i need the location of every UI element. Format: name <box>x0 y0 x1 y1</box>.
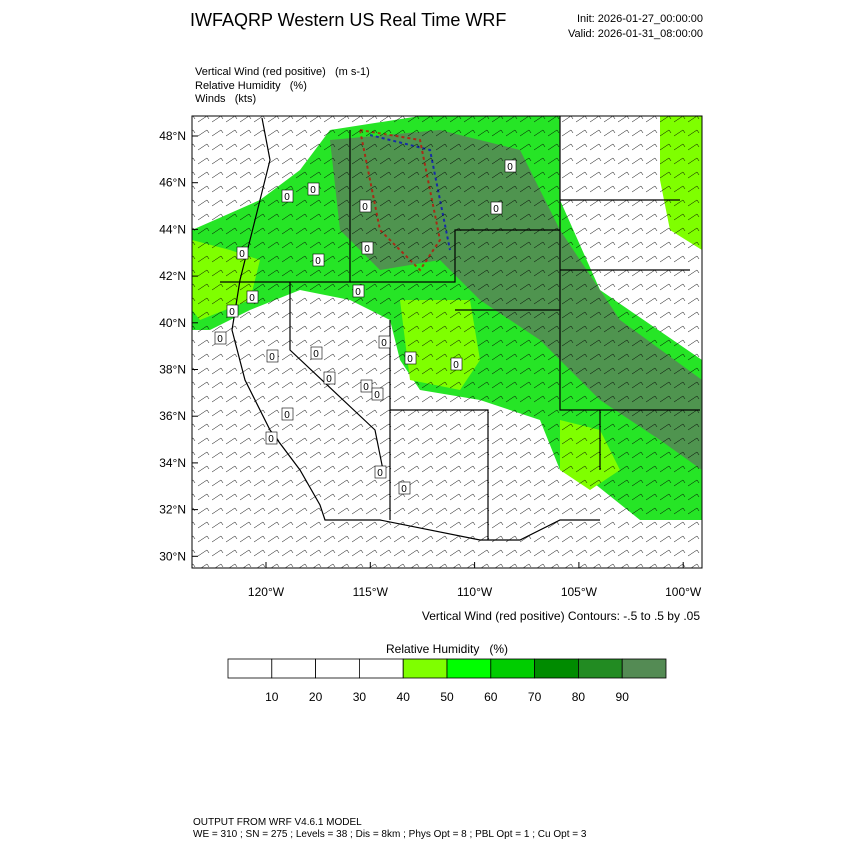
contour-label-box <box>236 246 249 260</box>
colorbar-label: 90 <box>616 690 630 704</box>
wind-barbs <box>192 116 702 568</box>
contour-label: 0 <box>377 468 383 479</box>
contour-label-box <box>323 371 336 385</box>
colorbar-title: Relative Humidity (%) <box>386 642 508 656</box>
contour-note: Vertical Wind (red positive) Contours: -… <box>422 609 700 623</box>
contour-label-box <box>312 253 325 267</box>
contour-label-box <box>359 199 372 213</box>
contour-label: 0 <box>374 390 380 401</box>
lat-label: 30°N <box>159 549 186 563</box>
colorbar-label: 70 <box>528 690 542 704</box>
contour-label-box <box>246 290 259 304</box>
map-field <box>192 116 702 568</box>
contour-label-box <box>281 189 294 203</box>
colorbar-box <box>621 658 667 679</box>
footer-line: WE = 310 ; SN = 275 ; Levels = 38 ; Dis … <box>193 829 587 840</box>
contour-label-box <box>404 351 417 365</box>
contour-label-box <box>266 349 279 363</box>
contour-label: 0 <box>407 354 413 365</box>
colorbar-label: 40 <box>397 690 411 704</box>
contour-label: 0 <box>381 338 387 349</box>
lat-label: 48°N <box>159 129 186 143</box>
colorbar-box <box>358 658 404 679</box>
contour-label-box <box>310 346 323 360</box>
init-time: Init: 2026-01-27_00:00:00 <box>577 13 703 25</box>
colorbar-label: 80 <box>572 690 586 704</box>
contour-label: 0 <box>453 360 459 371</box>
contour-label: 0 <box>315 256 321 267</box>
contour-label-box <box>360 379 373 393</box>
map-frame <box>191 115 703 569</box>
contour-label-box <box>450 357 463 371</box>
field-label: Winds (kts) <box>195 93 256 105</box>
contour-label-box <box>504 159 517 173</box>
borders <box>220 116 700 541</box>
colorbar-label: 60 <box>484 690 498 704</box>
contour-label: 0 <box>401 484 407 495</box>
lon-label: 115°W <box>353 585 389 599</box>
footer-line: OUTPUT FROM WRF V4.6.1 MODEL <box>193 817 362 828</box>
contour-label-box <box>265 431 278 445</box>
contour-label: 0 <box>310 185 316 196</box>
field-label: Relative Humidity (%) <box>195 80 307 92</box>
colorbar-label: 30 <box>353 690 367 704</box>
colorbar-label: 20 <box>309 690 323 704</box>
contour-label-box <box>226 304 239 318</box>
contour-label: 0 <box>284 410 290 421</box>
contour-label-box <box>307 182 320 196</box>
contour-label: 0 <box>284 192 290 203</box>
lat-label: 36°N <box>159 409 186 423</box>
lon-label: 120°W <box>248 585 285 599</box>
contour-label-box <box>361 241 374 255</box>
field-label: Vertical Wind (red positive) (m s-1) <box>195 66 370 78</box>
title: IWFAQRP Western US Real Time WRF <box>190 10 506 30</box>
colorbar-label: 50 <box>440 690 454 704</box>
contour-label-box <box>374 465 387 479</box>
contour-label: 0 <box>268 434 274 445</box>
colorbar-box <box>446 658 492 679</box>
contour-label: 0 <box>217 334 223 345</box>
lat-label: 38°N <box>159 363 186 377</box>
contour-label-box <box>398 481 411 495</box>
contour-label-box <box>352 284 365 298</box>
contour-label: 0 <box>507 162 513 173</box>
colorbar-box <box>402 658 448 679</box>
contour-label-box <box>378 335 391 349</box>
contour-label: 0 <box>326 374 332 385</box>
contour-label-box <box>281 407 294 421</box>
lat-label: 42°N <box>159 269 186 283</box>
contour-label: 0 <box>269 352 275 363</box>
lon-label: 105°W <box>561 585 598 599</box>
colorbar-box <box>490 658 535 679</box>
lat-label: 46°N <box>159 176 186 190</box>
contour-label: 0 <box>362 202 368 213</box>
contour-label: 0 <box>493 204 499 215</box>
colorbar-label: 10 <box>265 690 279 704</box>
colorbar-box <box>534 658 579 679</box>
lat-label: 40°N <box>159 316 186 330</box>
lon-label: 100°W <box>665 585 702 599</box>
lat-label: 34°N <box>159 456 186 470</box>
contour-label: 0 <box>249 293 255 304</box>
colorbar-box <box>315 658 360 679</box>
contour-label: 0 <box>364 244 370 255</box>
contour-label: 0 <box>313 349 319 360</box>
contour-label: 0 <box>229 307 235 318</box>
lat-label: 32°N <box>159 503 186 517</box>
lat-label: 44°N <box>159 222 186 236</box>
contour-label: 0 <box>363 382 369 393</box>
contour-label-box <box>371 387 384 401</box>
colorbar-box <box>578 658 623 679</box>
lon-label: 110°W <box>457 585 493 599</box>
contour-label-box <box>214 331 227 345</box>
colorbar-box <box>271 658 316 679</box>
contour-label: 0 <box>355 287 361 298</box>
contour-label: 0 <box>239 249 245 260</box>
colorbar-box <box>227 658 273 679</box>
contour-label-box <box>490 201 503 215</box>
valid-time: Valid: 2026-01-31_08:00:00 <box>568 28 703 40</box>
